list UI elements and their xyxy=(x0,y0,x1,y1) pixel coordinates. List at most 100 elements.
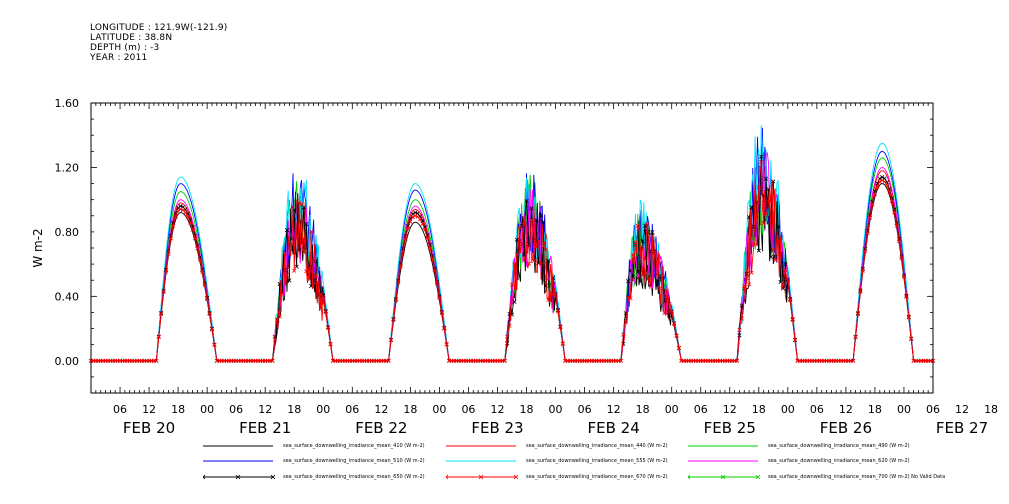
series-point-670 xyxy=(522,222,527,227)
series-point-650 xyxy=(321,293,326,298)
series-point-650 xyxy=(756,248,761,253)
series-point-670 xyxy=(272,337,277,342)
series-point-670 xyxy=(751,242,757,247)
series-point-670 xyxy=(662,310,667,316)
x-day-label: FEB 20 xyxy=(123,419,175,437)
legend-label: sea_surface_downwelling_irradiance_mean_… xyxy=(526,443,668,449)
series-point-670 xyxy=(761,221,766,226)
series-point-670 xyxy=(420,221,425,226)
series-point-670 xyxy=(328,342,333,347)
series-point-670 xyxy=(642,256,648,262)
series-point-670 xyxy=(270,358,275,363)
series-point-670 xyxy=(311,258,316,263)
series-point-670 xyxy=(207,311,212,317)
y-tick-label: 1.20 xyxy=(55,161,80,174)
series-point-670 xyxy=(289,241,294,247)
y-tick-label: 0.80 xyxy=(55,226,80,239)
series-point-650 xyxy=(413,210,418,215)
series-point-670 xyxy=(892,210,897,215)
series-point-670 xyxy=(439,310,444,315)
series-point-670 xyxy=(509,282,515,287)
series-point-670 xyxy=(754,212,759,217)
series-point-670 xyxy=(422,228,427,233)
series-point-670 xyxy=(763,211,769,217)
series-point-670 xyxy=(321,294,326,299)
series-point-670 xyxy=(657,286,662,291)
series-point-670 xyxy=(635,223,640,228)
x-day-label: FEB 27 xyxy=(936,419,988,437)
series-point-670 xyxy=(870,202,875,207)
series-point-670 xyxy=(863,248,868,254)
series-point-670 xyxy=(672,321,677,326)
series-line-410 xyxy=(91,169,933,362)
legend-label: sea_surface_downwelling_irradiance_mean_… xyxy=(283,443,425,449)
series-point-670 xyxy=(855,311,861,317)
x-hour-label: 06 xyxy=(229,403,243,416)
series-point-670 xyxy=(674,333,679,338)
series-point-650 xyxy=(538,213,544,218)
x-day-label: FEB 26 xyxy=(820,419,872,437)
series-point-670 xyxy=(737,327,742,333)
series-point-650 xyxy=(880,175,885,180)
series-point-670 xyxy=(316,280,321,285)
series-point-670 xyxy=(904,294,909,299)
series-point-670 xyxy=(759,160,764,165)
series-point-650 xyxy=(759,154,764,159)
series-point-670 xyxy=(188,220,193,225)
series-point-670 xyxy=(768,200,773,205)
series-point-670 xyxy=(161,289,166,295)
series-point-670 xyxy=(664,288,669,293)
series-point-670 xyxy=(287,246,292,251)
series-point-670 xyxy=(526,261,532,266)
series-point-670 xyxy=(398,263,403,268)
series-point-670 xyxy=(192,236,198,241)
series-point-650 xyxy=(178,204,183,209)
x-hour-label: 12 xyxy=(374,403,388,416)
x-hour-label: 18 xyxy=(636,403,650,416)
series-point-670 xyxy=(200,269,205,274)
series-point-650 xyxy=(529,206,534,211)
series-point-650 xyxy=(749,205,754,210)
series-point-650 xyxy=(524,198,529,204)
series-point-670 xyxy=(771,247,776,252)
x-hour-label: 18 xyxy=(520,403,534,416)
series-point-650 xyxy=(514,237,519,242)
series-line-440 xyxy=(91,144,933,362)
x-hour-label: 00 xyxy=(432,403,446,416)
series-point-650 xyxy=(642,223,648,228)
series-point-670 xyxy=(778,235,783,240)
legend-label: sea_surface_downwelling_irradiance_mean_… xyxy=(768,458,910,464)
series-point-670 xyxy=(386,358,391,363)
series-point-670 xyxy=(391,317,396,323)
series-point-650 xyxy=(519,223,524,229)
legend-swatch-700 xyxy=(688,474,760,480)
x-day-label: FEB 22 xyxy=(355,419,407,437)
series-point-670 xyxy=(630,252,636,257)
series-point-670 xyxy=(403,236,408,241)
series-point-670 xyxy=(558,325,563,330)
series-point-650 xyxy=(650,230,655,235)
x-hour-label: 12 xyxy=(490,403,504,416)
series-point-670 xyxy=(638,251,643,256)
series-point-670 xyxy=(195,246,200,251)
series-point-670 xyxy=(427,245,432,250)
x-hour-label: 18 xyxy=(868,403,882,416)
x-hour-label: 18 xyxy=(752,403,766,416)
series-point-670 xyxy=(747,282,752,287)
y-tick-label: 0.40 xyxy=(55,290,80,303)
series-point-670 xyxy=(676,346,682,351)
series-point-670 xyxy=(851,358,856,363)
series-point-670 xyxy=(205,297,210,302)
series-point-670 xyxy=(548,298,553,303)
legend-swatch-555 xyxy=(446,460,516,462)
series-point-670 xyxy=(865,231,870,236)
series-point-670 xyxy=(788,297,793,303)
series-point-670 xyxy=(882,179,887,184)
series-line-555 xyxy=(91,125,933,362)
series-point-670 xyxy=(645,222,650,227)
series-point-650 xyxy=(638,279,643,284)
series-point-670 xyxy=(405,226,411,231)
series-point-670 xyxy=(430,256,435,261)
series-point-670 xyxy=(880,178,885,183)
series-point-670 xyxy=(739,316,744,321)
